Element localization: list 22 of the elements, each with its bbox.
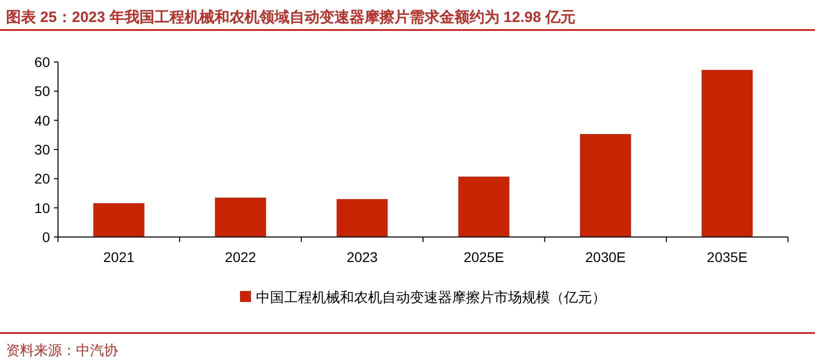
bar [336,199,388,237]
x-tick-label: 2022 [224,249,256,265]
y-tick-label: 60 [34,54,50,70]
x-tick-label: 2025E [464,249,504,265]
x-tick-label: 2021 [103,249,135,265]
chart-title: 图表 25：2023 年我国工程机械和农机领域自动变速器摩擦片需求金额约为 12.98 亿元 [6,8,576,26]
bar [458,176,510,237]
x-tick-label: 2035E [706,249,748,265]
y-tick-label: 50 [34,83,50,100]
y-tick-label: 10 [34,200,50,216]
y-tick-label: 40 [34,112,50,128]
bar [580,134,632,237]
y-tick-label: 30 [34,142,50,158]
y-tick-label: 0 [42,229,50,245]
y-tick-label: 20 [34,170,50,187]
text: 资料来源：中汽协 [6,342,118,358]
legend-label: 中国工程机械和农机自动变速器摩擦片市场规模（亿元） [256,289,606,305]
bar [214,198,266,237]
bar [702,70,753,237]
x-tick-label: 2023 [346,249,378,265]
bar [93,203,144,237]
x-tick-label: 2030E [585,249,626,265]
